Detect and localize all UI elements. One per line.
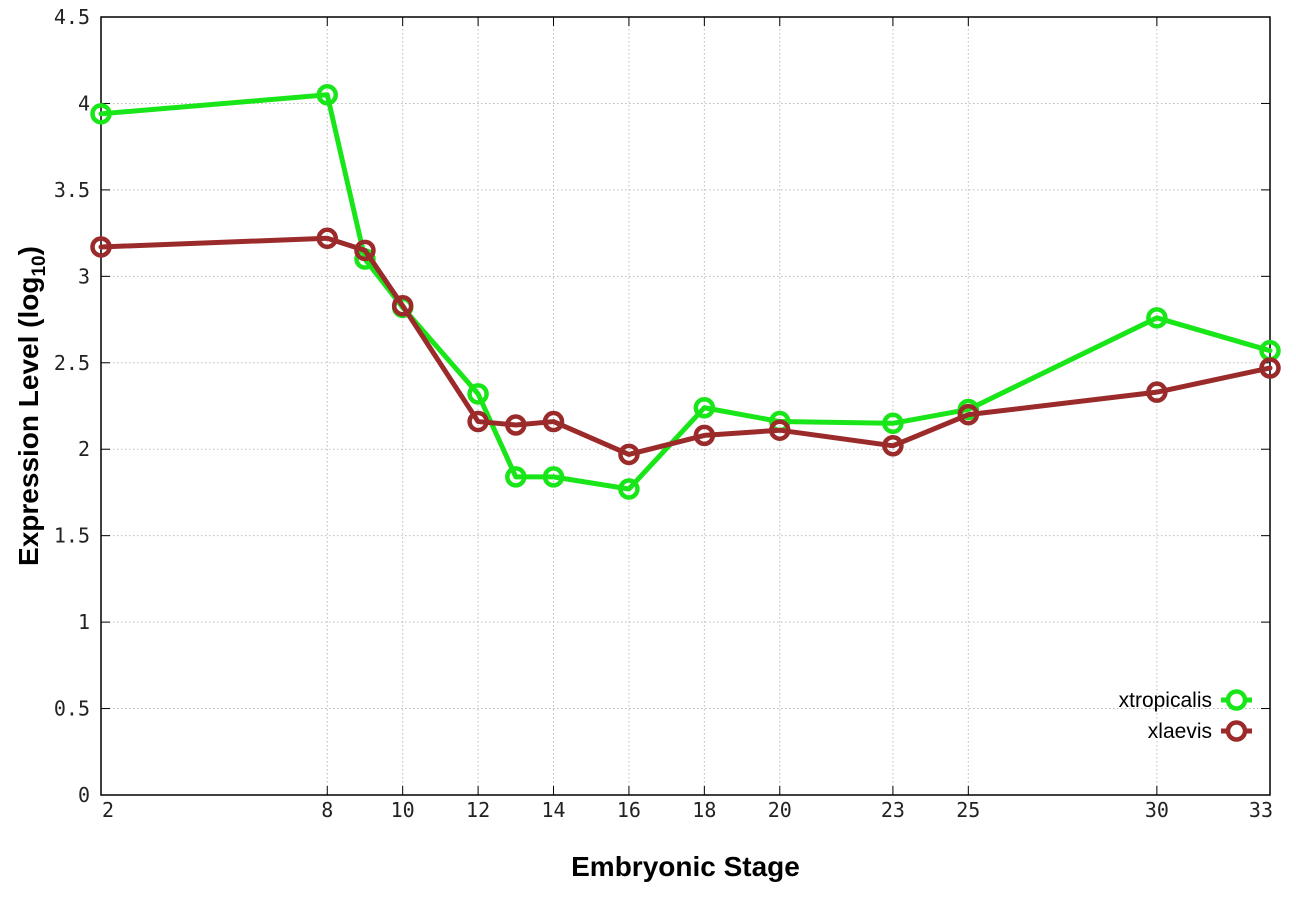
data-point-xlaevis: [882, 435, 904, 457]
y-tick-label: 1.5: [54, 524, 90, 548]
data-point-xlaevis: [769, 419, 791, 441]
x-tick-label: 12: [466, 798, 490, 822]
data-point-xlaevis: [505, 414, 527, 436]
x-tick-label: 30: [1145, 798, 1169, 822]
data-point-xlaevis: [618, 443, 640, 466]
legend-item-xlaevis: xlaevis: [1148, 720, 1252, 743]
data-point-xlaevis: [467, 410, 489, 433]
x-axis-title: Embryonic Stage: [571, 851, 800, 882]
data-point-xtropicalis: [693, 396, 716, 419]
series-layer: [90, 84, 1281, 500]
axis-ticks: 0 0.5 1 1.5 2 2.5 3 3.5 4 4.5 2 8 10 12 14 16 18 20 23 25 30…: [54, 5, 1273, 822]
x-tick-label: 18: [692, 798, 716, 822]
legend-item-xtropicalis: xtropicalis: [1119, 689, 1252, 712]
x-tick-label: 23: [881, 798, 905, 822]
data-point-xlaevis: [90, 236, 112, 258]
x-tick-label: 2: [102, 798, 114, 822]
x-tick-label: 20: [768, 798, 792, 822]
data-point-xlaevis: [354, 239, 376, 262]
legend: xtropicalis xlaevis: [1119, 689, 1252, 743]
legend-label: xtropicalis: [1119, 689, 1212, 712]
plot-frame: [100, 16, 1271, 796]
data-point-xtropicalis: [1146, 307, 1168, 329]
data-point-xtropicalis: [542, 466, 565, 488]
data-point-xlaevis: [1259, 357, 1281, 379]
data-point-xlaevis: [542, 410, 565, 433]
x-tick-label: 33: [1249, 798, 1273, 822]
legend-marker-swatch: [1225, 720, 1248, 742]
data-point-xtropicalis: [618, 478, 640, 500]
data-point-xtropicalis: [316, 84, 339, 106]
x-tick-label: 10: [391, 798, 415, 822]
y-tick-label: 3.5: [54, 178, 90, 202]
y-tick-label: 1: [78, 610, 90, 634]
legend-marker-swatch: [1225, 689, 1248, 711]
y-axis-title-text: Expression Level (log: [13, 277, 44, 566]
y-tick-label: 4.5: [54, 5, 90, 29]
y-tick-label: 0: [78, 783, 90, 807]
y-tick-label: 3: [78, 264, 90, 288]
y-axis-title-suffix: ): [13, 246, 44, 255]
series-xtropicalis: [90, 84, 1281, 500]
data-point-xtropicalis: [90, 103, 112, 125]
y-axis-title: Expression Level (log10): [13, 246, 50, 566]
y-tick-label: 2.5: [54, 351, 90, 375]
legend-label: xlaevis: [1148, 720, 1212, 743]
data-point-xlaevis: [957, 403, 980, 426]
x-tick-label: 16: [617, 798, 641, 822]
data-point-xlaevis: [693, 424, 716, 447]
data-point-xtropicalis: [505, 466, 527, 488]
x-tick-label: 25: [956, 798, 980, 822]
x-tick-label: 14: [541, 798, 565, 822]
series-line-xlaevis: [98, 235, 1273, 457]
y-tick-label: 4: [78, 91, 90, 115]
series-line-xtropicalis: [98, 92, 1273, 492]
x-tick-label: 8: [321, 798, 333, 822]
y-axis-title-subscript: 10: [29, 255, 50, 276]
y-tick-label: 0.5: [54, 697, 90, 721]
data-point-xtropicalis: [882, 412, 904, 435]
y-tick-label: 2: [78, 437, 90, 461]
data-point-xlaevis: [1146, 381, 1168, 403]
series-xlaevis: [90, 227, 1281, 466]
data-point-xtropicalis: [467, 383, 489, 405]
data-point-xlaevis: [391, 294, 414, 317]
data-point-xlaevis: [316, 227, 339, 250]
grid: [101, 17, 1270, 795]
